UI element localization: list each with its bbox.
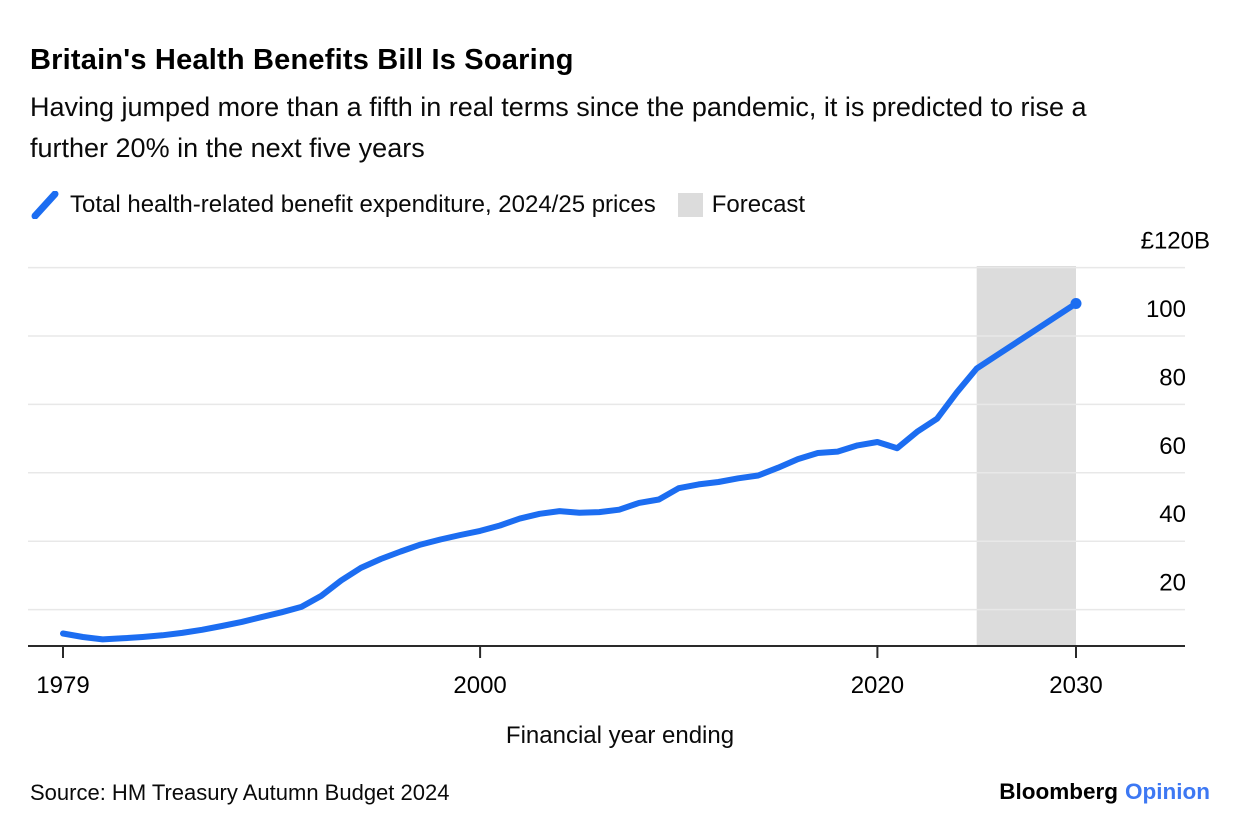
opinion-wordmark: Opinion [1125, 779, 1210, 804]
source-note: Source: HM Treasury Autumn Budget 2024 [30, 780, 450, 805]
expenditure-line [60, 300, 1079, 643]
chart-title: Britain's Health Benefits Bill Is Soarin… [30, 44, 574, 76]
y-tick-label-120: £120B [1141, 228, 1210, 255]
y-tick-label-20: 20 [1159, 570, 1186, 597]
x-axis-title: Financial year ending [505, 722, 735, 749]
forecast-legend-label: Forecast [711, 191, 806, 218]
series-legend-label: Total health-related benefit expenditure… [70, 191, 656, 218]
y-tick-label-80: 80 [1159, 364, 1186, 391]
chart-subtitle: Having jumped more than a fifth in real … [30, 92, 1087, 163]
x-tick-label-2020: 2020 [851, 672, 904, 699]
y-tick-label-60: 60 [1159, 433, 1186, 460]
bloomberg-wordmark: Bloomberg [999, 779, 1119, 804]
legend: Total health-related benefit expenditure… [30, 190, 805, 220]
forecast-swatch [677, 193, 703, 217]
x-tick-label-1979: 1979 [36, 672, 89, 699]
line-end-dot [1070, 298, 1082, 309]
series-line-icon [31, 191, 59, 219]
x-tick-label-2030: 2030 [1049, 672, 1102, 699]
bloomberg-logo: Bloomberg Opinion [999, 779, 1210, 805]
x-tick-label-2000: 2000 [453, 672, 506, 699]
y-tick-label-100: 100 [1146, 296, 1186, 323]
forecast-band [976, 266, 1076, 646]
y-tick-label-40: 40 [1159, 501, 1186, 528]
